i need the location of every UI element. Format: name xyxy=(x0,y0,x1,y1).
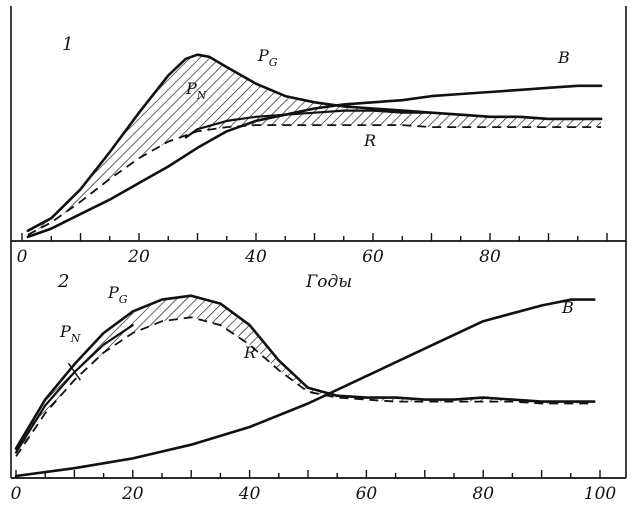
p1-x-tick-label: 80 xyxy=(479,247,501,267)
p2-x-tick-label: 20 xyxy=(121,484,144,504)
panel-2-curve-labels: PG PN B R xyxy=(59,283,574,381)
p2-x-tick-label: 0 xyxy=(11,484,22,504)
p2-x-tick-label: 100 xyxy=(584,484,617,504)
p2-label-p-g: PG xyxy=(107,283,128,306)
p2-label-r: R xyxy=(243,343,256,362)
p2-x-tick-label: 80 xyxy=(472,484,494,504)
panel-2-label: 2 xyxy=(57,271,69,292)
p1-series-p-g-line xyxy=(26,53,603,232)
p1-series-p-n-line xyxy=(184,109,603,139)
p2-label-b: B xyxy=(561,298,574,317)
panel-1-curve-labels: PG PN B R xyxy=(185,46,570,150)
p2-series-b-line xyxy=(14,298,596,478)
panel-1-curves xyxy=(26,53,603,239)
p1-label-r: R xyxy=(363,131,376,150)
p2-x-tick-label: 40 xyxy=(238,484,261,504)
p2-pn-leader-mark xyxy=(67,362,81,381)
p1-x-tick-label: 20 xyxy=(127,247,150,267)
panel-1-hatched-region xyxy=(27,54,602,235)
p1-series-b-line xyxy=(26,84,603,239)
p1-label-b: B xyxy=(557,48,570,67)
panel-1-x-ticks: 0 20 40 60 80 xyxy=(17,233,608,267)
p1-hatched-area xyxy=(27,54,602,235)
panel-1-label: 1 xyxy=(62,34,73,55)
panel-2-hatched-region xyxy=(16,295,595,457)
panel-2: 2 0 20 40 60 80 100 PG PN B R xyxy=(11,271,626,504)
p1-x-tick-label: 60 xyxy=(362,247,384,267)
p2-x-tick-label: 60 xyxy=(356,484,378,504)
panel-2-curves xyxy=(14,294,596,478)
x-axis-title: Годы xyxy=(305,272,352,292)
p1-series-r-line xyxy=(27,124,602,236)
panel-1: 1 Годы 0 20 40 60 80 PG PN B R xyxy=(11,34,626,292)
p2-label-p-n: PN xyxy=(59,322,81,345)
p2-hatched-area xyxy=(16,295,595,457)
p1-label-p-n: PN xyxy=(185,79,207,102)
p1-x-tick-label: 40 xyxy=(244,247,267,267)
p1-label-p-g: PG xyxy=(257,46,278,69)
panel-2-x-ticks: 0 20 40 60 80 100 xyxy=(11,470,617,504)
p1-x-tick-label: 0 xyxy=(17,247,28,267)
p2-series-p-g-line xyxy=(14,294,596,450)
